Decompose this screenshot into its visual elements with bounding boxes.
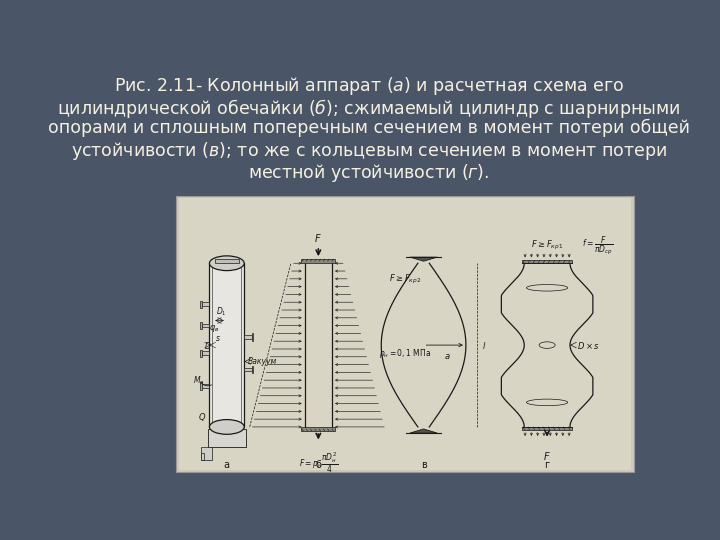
Bar	[202, 384, 210, 388]
Bar	[522, 260, 572, 263]
Text: Рис. 2.11- Колонный аппарат $\it{(а)}$ и расчетная схема его: Рис. 2.11- Колонный аппарат $\it{(а)}$ и…	[114, 75, 624, 97]
Bar	[252, 333, 253, 341]
Text: $F \geq F_{кр1}$: $F \geq F_{кр1}$	[531, 239, 563, 252]
Text: $q_в$: $q_в$	[209, 323, 219, 334]
Text: в: в	[420, 461, 426, 470]
Bar	[200, 350, 202, 357]
Bar	[179, 198, 631, 470]
Text: $F$: $F$	[315, 232, 322, 245]
Text: $s$: $s$	[215, 334, 221, 343]
Bar	[202, 302, 210, 306]
Bar	[176, 196, 634, 472]
Text: $p_н=0,1$ МПа: $p_н=0,1$ МПа	[379, 347, 431, 360]
Bar	[202, 352, 210, 355]
Text: $D$: $D$	[204, 340, 212, 350]
Bar	[252, 366, 253, 373]
Bar	[210, 263, 244, 427]
Ellipse shape	[210, 420, 244, 434]
Ellipse shape	[210, 256, 244, 271]
Bar	[201, 453, 204, 460]
Text: б: б	[315, 461, 321, 470]
Text: $F \geq F_{кр2}$: $F \geq F_{кр2}$	[389, 273, 421, 286]
Bar	[244, 368, 252, 372]
Text: $F=p_н\dfrac{\pi D_н^2}{4}$: $F=p_н\dfrac{\pi D_н^2}{4}$	[299, 451, 338, 475]
Bar	[215, 259, 239, 263]
Text: $a$: $a$	[444, 352, 451, 361]
Text: устойчивости $\it{(в)}$; то же с кольцевым сечением в момент потери: устойчивости $\it{(в)}$; то же с кольцев…	[71, 140, 667, 162]
Text: $M_в$: $M_в$	[193, 375, 204, 387]
Text: $D\times s$: $D\times s$	[577, 340, 600, 350]
Bar	[201, 447, 212, 460]
Bar	[200, 322, 202, 329]
Text: местной устойчивости $\it{(г)}$.: местной устойчивости $\it{(г)}$.	[248, 161, 490, 184]
Bar	[301, 427, 336, 431]
Text: $l$: $l$	[482, 340, 486, 350]
Text: опорами и сплошным поперечным сечением в момент потери общей: опорами и сплошным поперечным сечением в…	[48, 118, 690, 137]
Text: а: а	[224, 461, 230, 470]
Bar	[301, 259, 336, 263]
Bar	[522, 427, 572, 430]
Text: $D_1$: $D_1$	[216, 306, 227, 318]
Bar	[202, 323, 210, 327]
Polygon shape	[410, 257, 437, 261]
Polygon shape	[410, 429, 437, 433]
Text: $Q$: $Q$	[198, 411, 207, 423]
Bar	[200, 382, 202, 390]
FancyBboxPatch shape	[207, 429, 246, 447]
Bar	[200, 301, 202, 308]
Text: $F$: $F$	[544, 449, 551, 462]
Text: Вакуум: Вакуум	[248, 357, 277, 366]
Text: $f=\dfrac{F}{\pi D_{ср}}$: $f=\dfrac{F}{\pi D_{ср}}$	[582, 234, 613, 257]
Text: цилиндрической обечайки $\it{(б)}$; сжимаемый цилиндр с шарнирными: цилиндрической обечайки $\it{(б)}$; сжим…	[58, 97, 680, 120]
Bar	[244, 335, 252, 339]
Text: г: г	[544, 461, 549, 470]
